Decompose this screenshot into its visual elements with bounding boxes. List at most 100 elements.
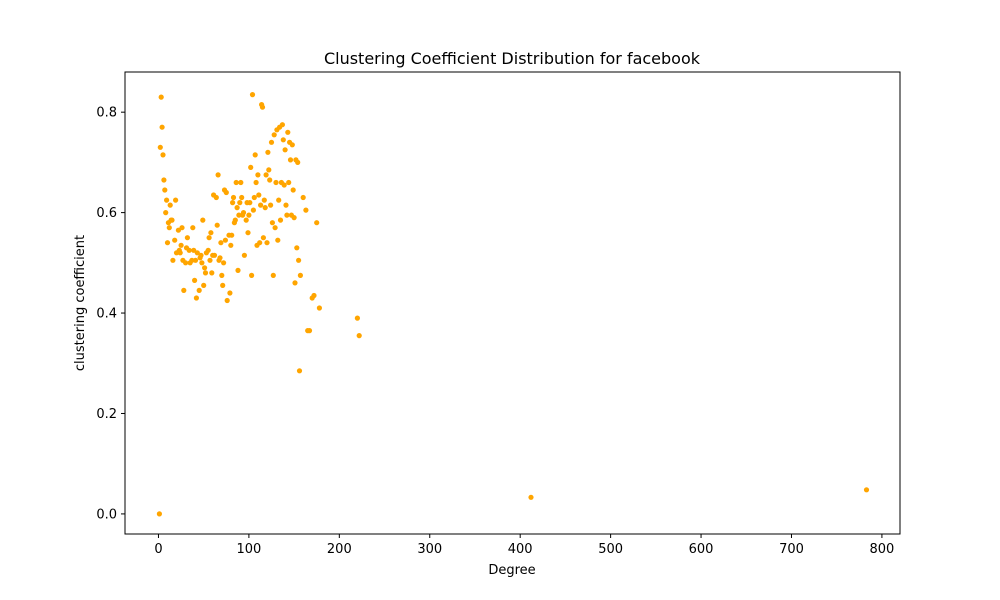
data-point — [224, 297, 230, 304]
data-point — [161, 177, 167, 183]
data-point — [290, 187, 296, 193]
data-point — [257, 240, 263, 246]
data-point — [259, 104, 266, 110]
data-point — [245, 230, 251, 236]
data-point — [267, 177, 273, 183]
data-point — [238, 179, 244, 186]
data-point — [261, 197, 267, 203]
data-point — [295, 159, 301, 165]
data-point — [243, 217, 249, 223]
data-point — [286, 179, 292, 186]
x-tick-label: 300 — [417, 542, 442, 557]
data-point — [863, 487, 870, 493]
data-point — [208, 230, 214, 236]
data-point — [221, 260, 227, 266]
data-point — [202, 270, 209, 276]
y-axis-label: clustering coefficient — [73, 235, 88, 371]
data-point — [166, 225, 172, 231]
data-point — [205, 247, 211, 253]
data-point — [300, 194, 306, 201]
data-point — [282, 147, 288, 153]
data-point — [264, 240, 270, 246]
data-point — [160, 152, 166, 158]
data-point — [316, 305, 322, 311]
data-point — [228, 242, 234, 248]
data-point — [268, 139, 275, 145]
data-point — [287, 157, 294, 163]
data-point — [252, 152, 258, 158]
data-point — [178, 242, 184, 248]
data-point — [232, 217, 238, 223]
data-point — [193, 295, 199, 301]
data-point — [275, 237, 281, 243]
data-point — [249, 272, 255, 278]
data-point — [219, 272, 225, 278]
data-point — [266, 167, 272, 173]
x-tick-label: 200 — [327, 542, 352, 557]
data-point — [284, 212, 290, 218]
data-point — [354, 315, 360, 321]
data-point — [213, 194, 219, 201]
data-point — [296, 257, 302, 263]
data-point — [250, 207, 256, 213]
data-point — [270, 272, 276, 278]
data-point — [218, 240, 224, 246]
data-point — [276, 197, 282, 203]
data-point — [234, 205, 240, 211]
data-point — [285, 129, 291, 135]
x-tick-label: 0 — [154, 542, 162, 557]
data-point — [265, 149, 271, 155]
data-point — [206, 235, 212, 241]
data-point — [209, 270, 215, 276]
data-point — [260, 235, 266, 241]
plot-area-frame — [124, 71, 901, 535]
y-ticks: 0.0 0.2 0.4 0.6 0.8 — [96, 106, 125, 522]
data-point — [237, 200, 243, 206]
data-point — [189, 257, 195, 263]
data-point — [356, 333, 362, 339]
data-point — [303, 207, 309, 213]
data-point — [246, 212, 252, 218]
data-point — [289, 142, 295, 148]
data-point — [296, 368, 303, 374]
data-point — [230, 194, 237, 201]
x-ticks: 0 100 200 300 400 500 600 700 800 — [154, 534, 894, 557]
y-tick-label: 0.8 — [96, 106, 117, 121]
data-point — [222, 237, 228, 243]
data-point — [272, 225, 278, 231]
data-point — [248, 164, 254, 170]
data-point — [297, 272, 303, 278]
data-point — [179, 225, 185, 231]
data-point — [268, 202, 274, 208]
data-point — [170, 257, 176, 263]
x-tick-label: 800 — [869, 542, 894, 557]
data-point — [192, 257, 199, 263]
data-point — [200, 217, 206, 223]
data-point — [271, 132, 277, 138]
data-point — [227, 290, 233, 296]
data-point — [273, 179, 279, 186]
x-tick-label: 700 — [779, 542, 804, 557]
data-point — [163, 210, 169, 216]
data-point — [233, 179, 239, 186]
data-point — [240, 210, 247, 216]
data-point — [280, 137, 286, 143]
data-point — [281, 182, 287, 188]
data-point — [251, 194, 257, 201]
data-point — [236, 212, 242, 218]
data-point — [230, 200, 236, 206]
chart-title: Clustering Coefficient Distribution for … — [324, 49, 701, 68]
data-point — [207, 257, 213, 263]
data-point — [239, 194, 245, 201]
data-point — [292, 280, 298, 286]
data-point — [157, 144, 163, 150]
data-point — [311, 292, 317, 299]
x-tick-label: 100 — [236, 542, 261, 557]
data-point — [181, 287, 187, 293]
data-point — [241, 252, 247, 258]
data-point — [223, 189, 229, 196]
data-point — [215, 172, 221, 178]
data-point — [291, 215, 297, 221]
